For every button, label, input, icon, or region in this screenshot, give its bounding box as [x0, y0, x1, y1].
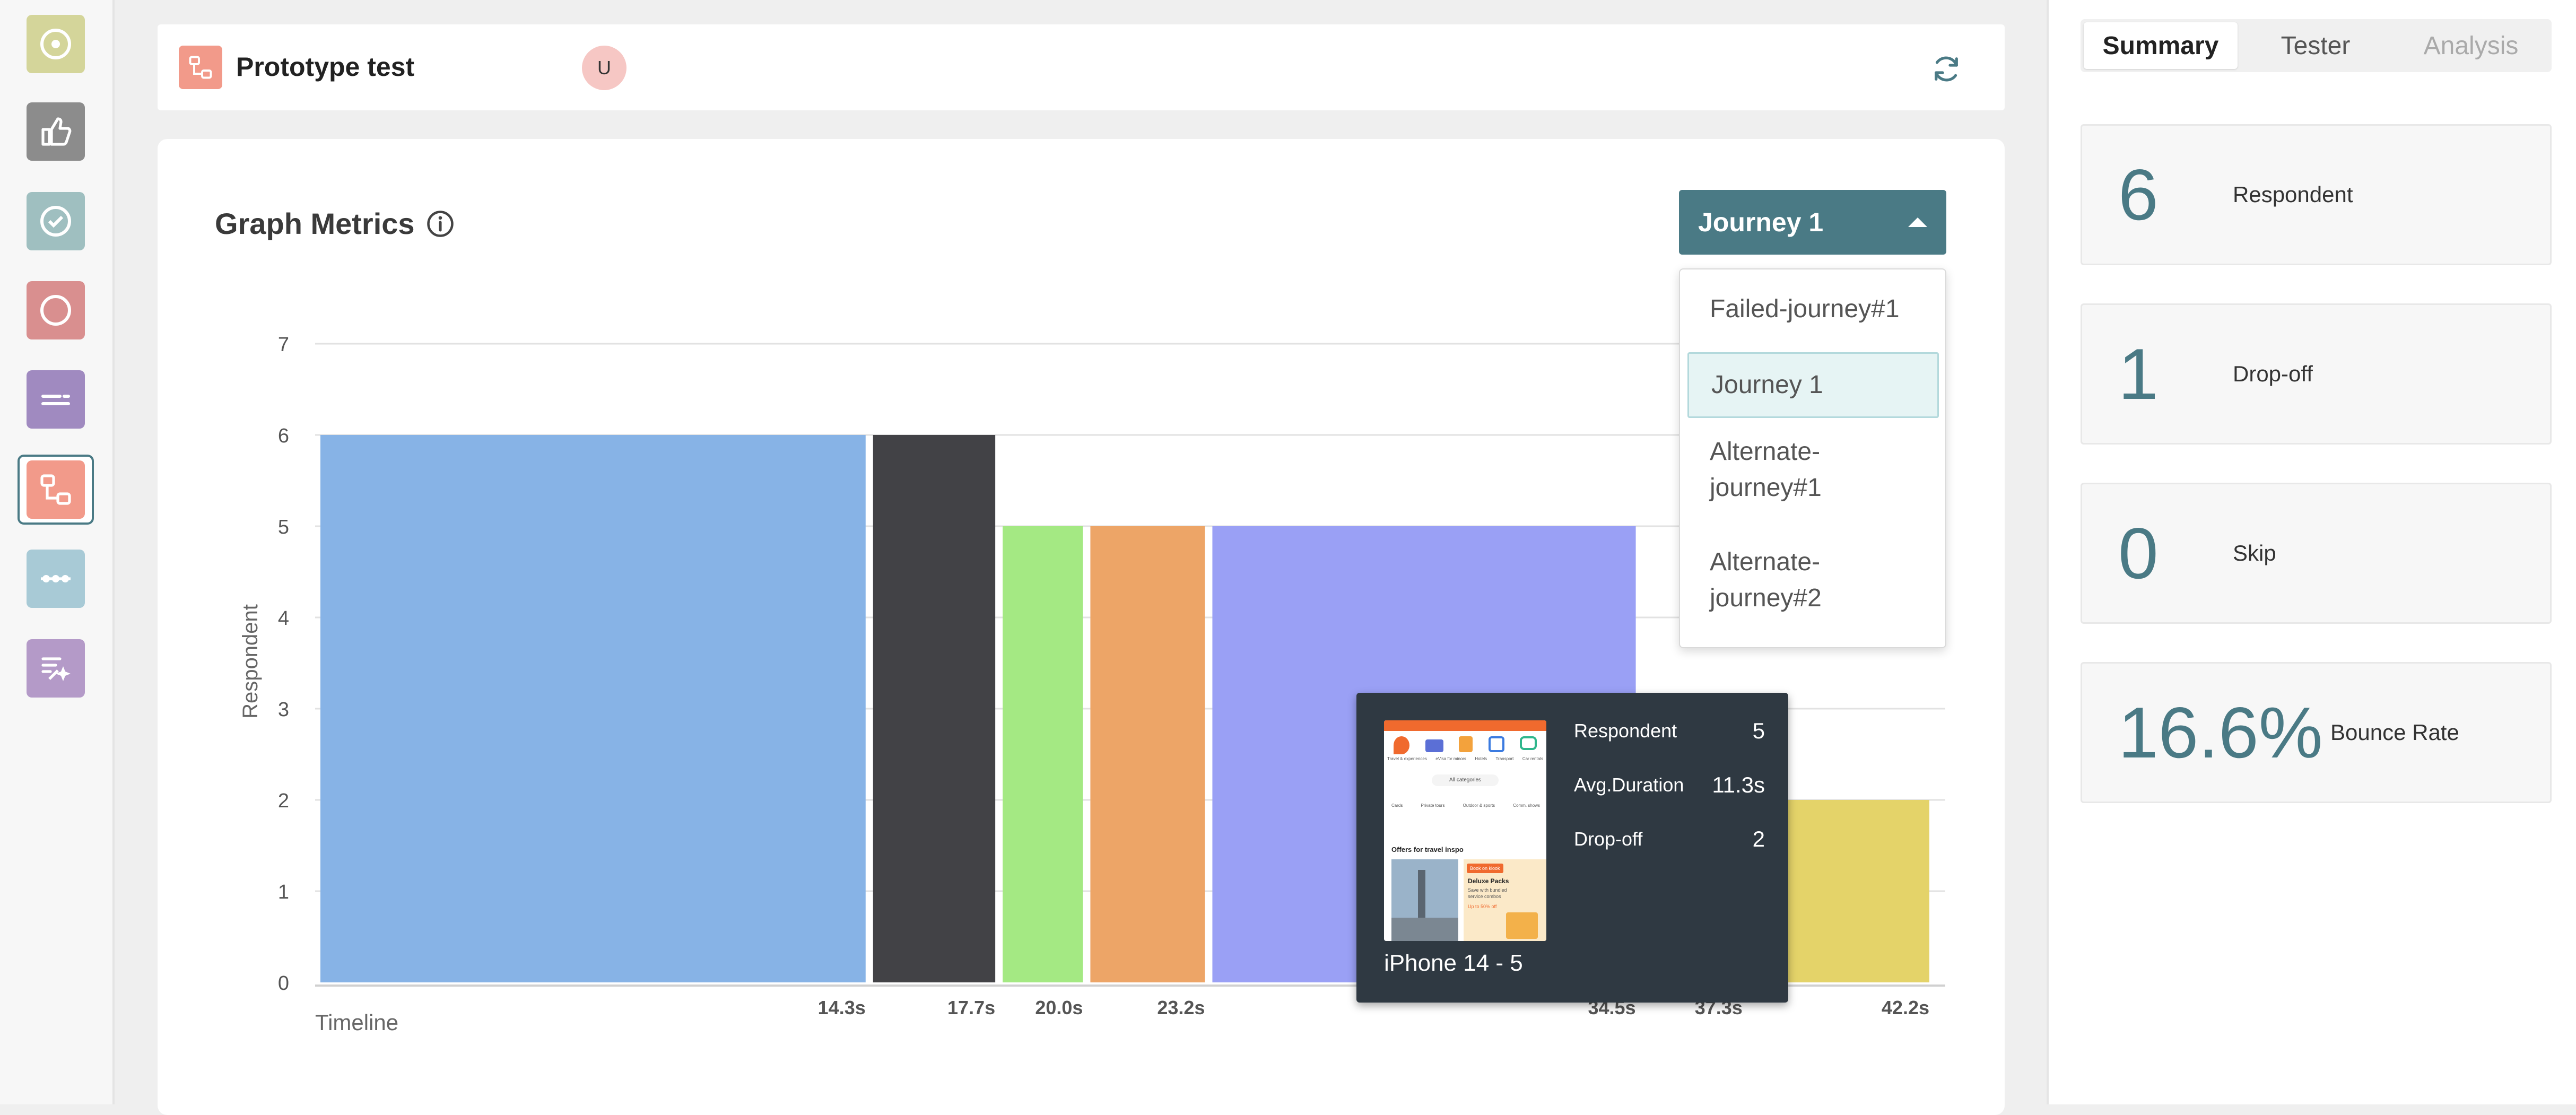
summary-panel: Summary Tester Analysis 6 Respondent 1 D…: [2047, 0, 2576, 1104]
y-tick-label: 2: [278, 790, 289, 812]
journey-dropdown-menu: Failed-journey#1 Journey 1 Alternate- jo…: [1679, 268, 1946, 648]
dropdown-option-failed-journey-1[interactable]: Failed-journey#1: [1710, 295, 1900, 323]
rail-item-task[interactable]: [27, 192, 85, 250]
option-line: Alternate-: [1710, 548, 1821, 576]
x-tick-label: 42.2s: [1882, 997, 1929, 1018]
journey-select-value: Journey 1: [1698, 207, 1824, 237]
flow-icon: [27, 460, 85, 519]
info-icon[interactable]: [424, 208, 456, 240]
refresh-icon[interactable]: [1925, 48, 1968, 90]
stat-label: Respondent: [2233, 182, 2353, 207]
y-tick-label: 4: [278, 607, 289, 630]
journey-select[interactable]: Journey 1: [1679, 190, 1946, 255]
check-circle-icon: [27, 192, 85, 250]
stat-respondent: 6 Respondent: [2081, 124, 2552, 265]
thumbs-up-icon: [27, 102, 85, 161]
x-tick-label: 17.7s: [947, 997, 995, 1018]
option-line: Alternate-: [1710, 438, 1821, 466]
stat-value: 0: [2118, 513, 2159, 594]
y-tick-label: 0: [278, 972, 289, 995]
dropdown-option-alternate-journey-1[interactable]: Alternate- journey#1: [1687, 434, 1939, 506]
caret-up-icon: [1908, 217, 1927, 227]
stat-drop-off: 1 Drop-off: [2081, 303, 2552, 445]
circle-icon: [27, 281, 85, 339]
tab-tester[interactable]: Tester: [2281, 31, 2351, 60]
dropdown-option-alternate-journey-2[interactable]: Alternate- journey#2: [1687, 544, 1939, 616]
x-tick-label: 23.2s: [1157, 997, 1205, 1018]
stat-label: Drop-off: [2233, 361, 2313, 386]
option-line: journey#1: [1710, 474, 1822, 502]
stat-bounce-rate: 16.6% Bounce Rate: [2081, 662, 2552, 803]
x-tick-label: 20.0s: [1035, 997, 1083, 1018]
text-lines-icon: [27, 370, 85, 429]
stat-value: 6: [2118, 154, 2159, 235]
header-bar: Prototype test U: [158, 24, 2005, 110]
x-axis-label: Timeline: [315, 1010, 398, 1035]
rail-item-record[interactable]: [27, 281, 85, 339]
stat-label: Bounce Rate: [2330, 720, 2459, 745]
dots-line-icon: [27, 550, 85, 608]
rail-item-journey[interactable]: [27, 550, 85, 608]
bar-tooltip: Travel & experiences eVisa for minors Hote…: [1356, 693, 1788, 1003]
y-tick-label: 6: [278, 425, 289, 447]
y-axis-label: Respondent: [239, 604, 262, 719]
stat-value: 16.6%: [2118, 692, 2323, 773]
prototype-flow-icon: [179, 46, 222, 89]
tab-analysis[interactable]: Analysis: [2423, 31, 2519, 60]
bar: [1090, 526, 1205, 982]
rail-item-intro[interactable]: [27, 15, 85, 73]
y-tick-label: 3: [278, 699, 289, 721]
left-rail: [0, 0, 115, 1104]
graph-metrics-card: Graph Metrics 0 1 2 3 4 5 6 7 14.3s 17.7s 20.0s 23.…: [158, 139, 2005, 1115]
rail-item-prototype[interactable]: [18, 455, 94, 525]
avatar[interactable]: U: [582, 46, 626, 90]
rail-item-magic[interactable]: [27, 639, 85, 698]
summary-tabs: Summary Tester Analysis: [2081, 19, 2552, 72]
stat-value: 1: [2118, 334, 2159, 414]
option-line: journey#2: [1710, 584, 1822, 612]
tooltip-row-dropoff: Drop-off 2: [1574, 826, 1765, 851]
stat-skip: 0 Skip: [2081, 483, 2552, 624]
bar: [873, 435, 996, 982]
x-tick-label: 14.3s: [818, 997, 866, 1018]
graph-title: Graph Metrics: [215, 207, 415, 240]
tab-summary[interactable]: Summary: [2084, 22, 2238, 69]
y-tick-label: 5: [278, 516, 289, 538]
tooltip-row-respondent: Respondent 5: [1574, 718, 1765, 743]
tooltip-row-duration: Avg.Duration 11.3s: [1574, 772, 1765, 797]
sparkle-list-icon: [27, 639, 85, 698]
stat-label: Skip: [2233, 541, 2276, 565]
y-tick-label: 7: [278, 334, 289, 356]
screen-thumbnail: Travel & experiences eVisa for minors Hote…: [1384, 720, 1546, 941]
bar: [1003, 526, 1083, 982]
y-tick-label: 1: [278, 881, 289, 903]
dropdown-option-journey-1[interactable]: Journey 1: [1687, 352, 1939, 418]
screen-name: iPhone 14 - 5: [1384, 950, 1523, 976]
rail-item-feedback[interactable]: [27, 102, 85, 161]
rail-item-text[interactable]: [27, 370, 85, 429]
circle-dot-icon: [27, 15, 85, 73]
page-title: Prototype test: [236, 52, 415, 82]
bar: [320, 435, 866, 982]
